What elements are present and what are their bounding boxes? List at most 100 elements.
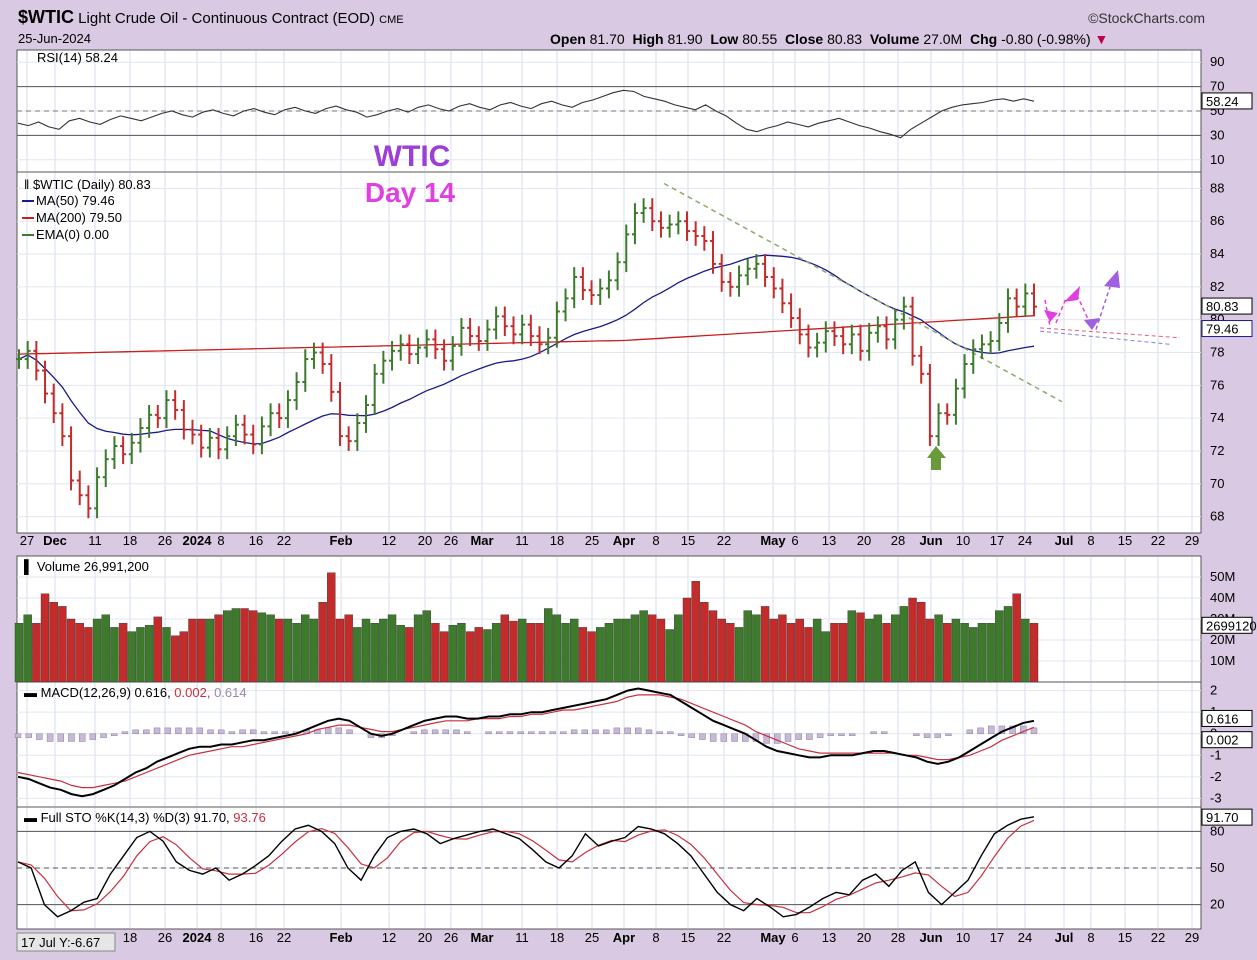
macd-histogram-bar	[870, 731, 877, 734]
arrow-down-icon	[1044, 310, 1058, 322]
macd-histogram-bar	[816, 733, 824, 738]
macd-histogram-bar	[988, 725, 995, 734]
volume-bar	[75, 623, 84, 683]
x-tick-label: Mar	[470, 930, 493, 945]
macd-histogram-bar	[635, 727, 642, 734]
x-tick-label: 20	[418, 533, 432, 548]
macd-histogram-bar	[581, 729, 589, 734]
volume-bar	[752, 614, 761, 683]
price-last-value: 80.83	[1206, 299, 1239, 314]
volume-bar	[439, 631, 449, 683]
volume-bar	[899, 606, 909, 683]
low-label: Low	[710, 31, 739, 47]
volume-bar	[830, 623, 839, 683]
macd-histogram-bar	[185, 727, 193, 734]
volume-bar	[335, 618, 345, 683]
x-tick-label: 24	[1018, 533, 1032, 548]
x-tick-label: May	[760, 930, 786, 945]
x-tick-label: 26	[158, 533, 172, 548]
ma50-last-value: 79.46	[1206, 322, 1239, 337]
macd-histogram-bar	[506, 731, 514, 734]
volume-bar	[925, 618, 935, 683]
downtrend-line	[663, 182, 1063, 403]
x-tick-label: 22	[277, 930, 291, 945]
legend-entry: MA(200) 79.50	[36, 210, 122, 225]
macd-histogram-bar	[196, 727, 204, 734]
macd-histogram-bar	[763, 733, 770, 744]
volume-bar	[118, 623, 128, 683]
y-tick-label: 40M	[1210, 590, 1235, 605]
stochastic-legend: ▬ Full STO %K(14,3) %D(3) 91.70, 93.76	[24, 810, 266, 825]
x-tick-label: 29	[1185, 930, 1199, 945]
x-tick-label: Jul	[1055, 930, 1074, 945]
volume-bar	[422, 610, 431, 683]
macd-histogram-bar	[913, 733, 920, 736]
volume-bar	[769, 618, 778, 683]
macd-panel	[16, 681, 1202, 808]
x-tick-label: 27	[20, 533, 34, 548]
volume-bar	[500, 614, 510, 683]
annotation-wtic: WTIC	[374, 140, 451, 173]
macd-histogram-bar	[57, 733, 64, 742]
triangle-down-icon: ▼	[1094, 31, 1109, 47]
macd-histogram-bar	[421, 729, 428, 734]
volume-bar	[552, 614, 562, 683]
volume-bar	[630, 614, 640, 683]
y-tick-label: 82	[1210, 279, 1224, 294]
x-tick-label: 8	[652, 930, 659, 945]
macd-histogram-bar	[699, 733, 706, 740]
macd-histogram-bar	[228, 731, 236, 734]
x-tick-label: 22	[717, 930, 731, 945]
macd-histogram-bar	[688, 733, 695, 738]
x-tick-label: 15	[1118, 930, 1132, 945]
macd-histogram-bar	[603, 729, 610, 734]
projection-line	[1095, 286, 1111, 330]
x-tick-label: Dec	[43, 533, 67, 548]
macd-histogram-bar	[827, 733, 834, 736]
volume-bar	[543, 608, 553, 683]
y-tick-label: 10M	[1210, 653, 1235, 668]
volume-bar	[838, 623, 848, 683]
volume-bar	[353, 627, 362, 683]
price-last-value-box	[1201, 297, 1253, 315]
x-tick-label: 8	[652, 533, 659, 548]
y-tick-label: 30	[1210, 127, 1224, 142]
x-tick-label: 15	[1118, 533, 1132, 548]
volume-bar	[1021, 618, 1030, 683]
volume-bar	[14, 623, 24, 683]
stochastic-last-value-box	[1201, 808, 1253, 826]
legend-entry: MA(50) 79.46	[36, 193, 115, 208]
volume-bar	[309, 618, 319, 683]
volume-bar	[812, 618, 822, 683]
volume-bar	[708, 610, 718, 683]
y-tick-label: 68	[1210, 509, 1224, 524]
x-tick-label: 26	[444, 533, 458, 548]
volume-bar	[804, 627, 813, 683]
x-tick-label: 8	[217, 930, 224, 945]
volume-bar	[535, 623, 544, 683]
rsi-last-value-box	[1201, 92, 1253, 110]
x-tick-label: 11	[515, 533, 529, 548]
macd-histogram-bar	[68, 733, 75, 742]
y-tick-label: -2	[1210, 769, 1222, 784]
volume-bar	[283, 618, 293, 683]
volume-bar	[196, 618, 206, 683]
change-value: -0.80 (-0.98%)	[1001, 31, 1091, 47]
volume-bar	[249, 610, 258, 683]
y-tick-label: 88	[1210, 180, 1224, 195]
x-tick-label: 15	[681, 930, 695, 945]
macd-histogram-bar	[549, 731, 556, 734]
volume-bar	[491, 623, 501, 683]
x-tick-label: Apr	[613, 930, 635, 945]
source-credit[interactable]: ©StockCharts.com	[1088, 10, 1205, 26]
x-tick-label: 24	[1018, 930, 1032, 945]
macd-histogram-bar	[260, 731, 268, 734]
price-legend: ‖ $WTIC (Daily) 80.83	[24, 177, 151, 192]
exchange: CME	[379, 14, 404, 26]
x-tick-label: 13	[822, 930, 836, 945]
volume-bar	[596, 627, 605, 683]
macd-last-value: 0.616	[1206, 711, 1239, 726]
macd-histogram-bar	[132, 729, 139, 734]
arrow-up-icon	[1064, 286, 1080, 302]
y-tick-label: 84	[1210, 246, 1224, 261]
